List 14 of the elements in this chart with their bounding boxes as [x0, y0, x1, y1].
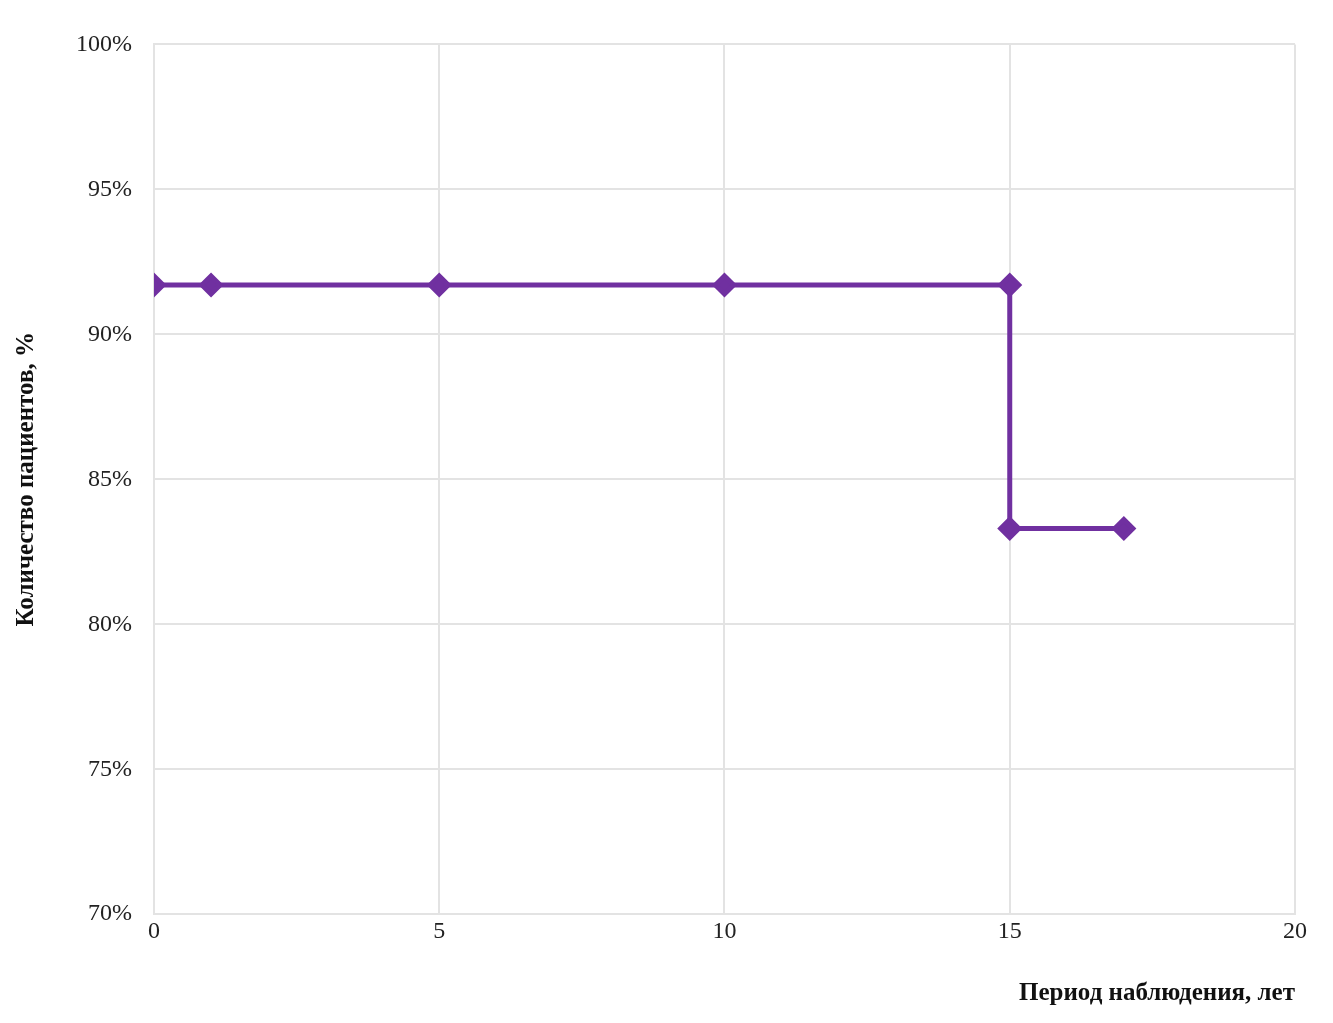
- x-tick-label: 5: [433, 916, 446, 943]
- x-tick-label: 10: [712, 916, 737, 943]
- x-axis-title: Период наблюдения, лет: [1019, 978, 1295, 1006]
- y-tick-label: 70%: [87, 899, 132, 926]
- y-tick-label: 85%: [87, 464, 132, 491]
- y-axis-title: Количество пациентов, %: [11, 332, 39, 627]
- y-tick-label: 100%: [75, 29, 132, 56]
- y-tick-label: 80%: [87, 609, 132, 636]
- y-tick-label: 75%: [87, 754, 132, 781]
- y-tick-label: 90%: [87, 319, 132, 346]
- x-tick-label: 20: [1283, 916, 1307, 943]
- y-tick-label: 95%: [87, 174, 132, 201]
- x-tick-label: 0: [147, 916, 160, 943]
- x-tick-label: 15: [997, 916, 1022, 943]
